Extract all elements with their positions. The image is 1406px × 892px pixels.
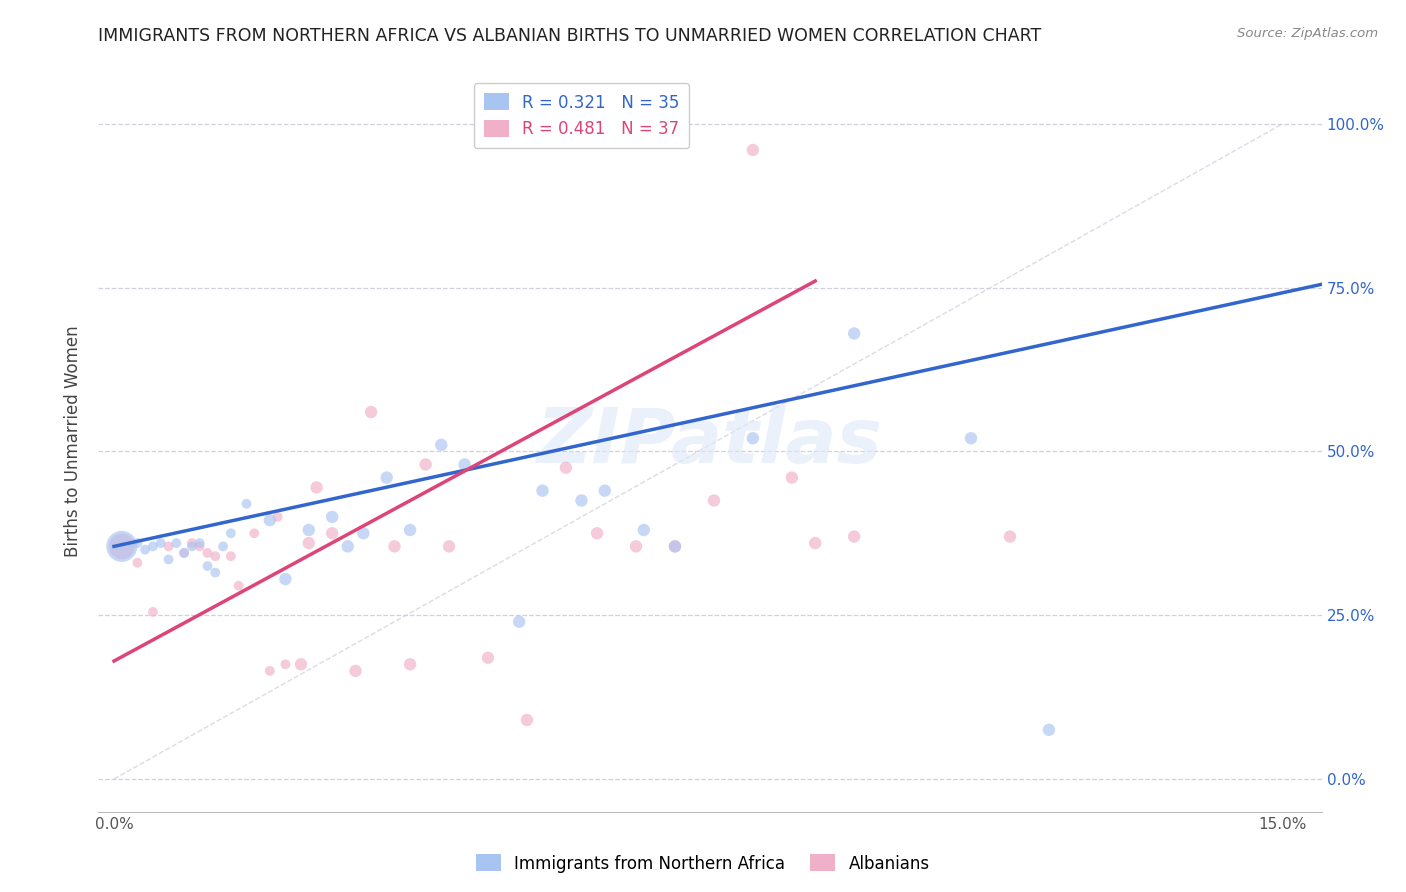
Text: Source: ZipAtlas.com: Source: ZipAtlas.com [1237,27,1378,40]
Point [235,497,257,511]
Point [399,657,422,672]
Point [624,540,647,554]
Point [508,615,530,629]
Point [593,483,616,498]
Point [305,480,328,494]
Point [173,546,195,560]
Point [228,579,250,593]
Point [188,540,211,554]
Point [453,458,475,472]
Point [360,405,382,419]
Point [780,470,803,484]
Point [586,526,609,541]
Point [219,549,242,564]
Point [703,493,725,508]
Point [998,530,1021,544]
Point [173,546,195,560]
Point [352,526,374,541]
Point [259,513,281,527]
Point [157,552,180,566]
Text: IMMIGRANTS FROM NORTHERN AFRICA VS ALBANIAN BIRTHS TO UNMARRIED WOMEN CORRELATIO: IMMIGRANTS FROM NORTHERN AFRICA VS ALBAN… [98,27,1042,45]
Point [554,460,576,475]
Point [430,438,453,452]
Point [212,540,235,554]
Point [437,540,460,554]
Point [844,326,866,341]
Point [274,657,297,672]
Point [321,526,343,541]
Point [149,536,172,550]
Point [664,540,686,554]
Point [219,526,242,541]
Point [1038,723,1060,737]
Point [243,526,266,541]
Point [531,483,554,498]
Point [741,143,763,157]
Point [571,493,593,508]
Point [477,650,499,665]
Legend: Immigrants from Northern Africa, Albanians: Immigrants from Northern Africa, Albania… [470,847,936,880]
Legend: R = 0.321   N = 35, R = 0.481   N = 37: R = 0.321 N = 35, R = 0.481 N = 37 [474,83,689,148]
Point [197,546,219,560]
Point [111,540,134,554]
Point [844,530,866,544]
Point [204,549,226,564]
Point [741,431,763,445]
Point [204,566,226,580]
Point [399,523,422,537]
Point [197,559,219,574]
Point [266,509,288,524]
Point [290,657,312,672]
Point [188,536,211,550]
Point [180,536,202,550]
Point [298,536,321,550]
Point [111,540,134,554]
Point [180,540,202,554]
Point [336,540,359,554]
Y-axis label: Births to Unmarried Women: Births to Unmarried Women [65,326,83,558]
Point [157,540,180,554]
Point [344,664,367,678]
Point [384,540,406,554]
Point [134,542,156,557]
Point [664,540,686,554]
Point [804,536,827,550]
Point [127,536,149,550]
Point [415,458,437,472]
Point [298,523,321,537]
Point [321,509,343,524]
Point [375,470,398,484]
Text: ZIPatlas: ZIPatlas [537,405,883,478]
Point [142,605,165,619]
Point [127,556,149,570]
Point [165,536,187,550]
Point [516,713,538,727]
Point [259,664,281,678]
Point [960,431,983,445]
Point [274,572,297,586]
Point [633,523,655,537]
Point [142,540,165,554]
